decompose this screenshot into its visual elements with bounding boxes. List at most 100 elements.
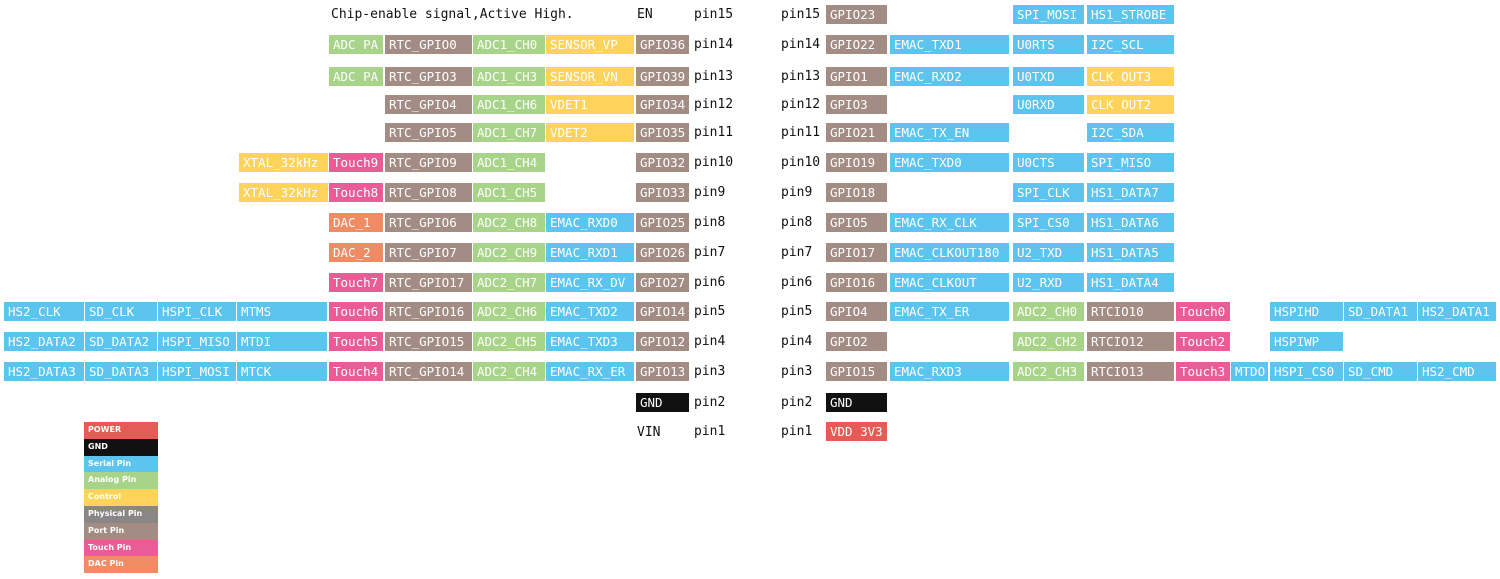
right-pin-number: pin5 bbox=[781, 304, 813, 319]
left-pin-number: pin8 bbox=[694, 215, 726, 230]
right-pin-number: pin15 bbox=[781, 7, 821, 22]
left-label-emac-txd3: EMAC_TXD3 bbox=[546, 332, 634, 351]
right-label-hs1-data4: HS1_DATA4 bbox=[1087, 273, 1174, 292]
left-label-sensor-vp: SENSOR_VP bbox=[546, 35, 634, 54]
left-label-gpio27: GPIO27 bbox=[636, 273, 689, 292]
right-label-gpio22: GPIO22 bbox=[826, 35, 887, 54]
left-label-adc1-ch7: ADC1_CH7 bbox=[473, 123, 545, 142]
left-label-rtc-gpio16: RTC_GPIO16 bbox=[385, 302, 472, 321]
left-label-hs2-clk: HS2_CLK bbox=[4, 302, 84, 321]
left-label-vdet2: VDET2 bbox=[546, 123, 634, 142]
left-pin-number: pin2 bbox=[694, 395, 726, 410]
left-label-rtc-gpio5: RTC_GPIO5 bbox=[385, 123, 472, 142]
right-label-i2c-scl: I2C_SCL bbox=[1087, 35, 1174, 54]
left-pin-number: pin1 bbox=[694, 424, 726, 439]
right-label-adc2-ch3: ADC2_CH3 bbox=[1013, 362, 1084, 381]
right-label-i2c-sda: I2C_SDA bbox=[1087, 123, 1174, 142]
right-label-spi-clk: SPI_CLK bbox=[1013, 183, 1084, 202]
left-label-rtc-gpio6: RTC_GPIO6 bbox=[385, 213, 472, 232]
right-pin-number: pin3 bbox=[781, 364, 813, 379]
right-label-gnd: GND bbox=[826, 393, 887, 412]
right-label-hspiwp: HSPIWP bbox=[1270, 332, 1343, 351]
right-label-gpio5: GPIO5 bbox=[826, 213, 887, 232]
right-label-emac-rx-clk: EMAC_RX_CLK bbox=[890, 213, 1009, 232]
right-label-rtcio12: RTCIO12 bbox=[1087, 332, 1174, 351]
legend-item-dac-pin: DAC Pin bbox=[84, 556, 158, 574]
right-pin-number: pin9 bbox=[781, 185, 813, 200]
left-label-gpio32: GPIO32 bbox=[636, 153, 689, 172]
right-label-clk-out3: CLK OUT3 bbox=[1087, 67, 1174, 86]
right-label-touch3: Touch3 bbox=[1176, 362, 1230, 381]
left-label-emac-rx-er: EMAC_RX_ER bbox=[546, 362, 634, 381]
left-label-hs2-data2: HS2_DATA2 bbox=[4, 332, 84, 351]
legend-item-gnd: GND bbox=[84, 438, 158, 456]
right-label-gpio1: GPIO1 bbox=[826, 67, 887, 86]
left-label-adc1-ch4: ADC1_CH4 bbox=[473, 153, 545, 172]
right-label-emac-rxd2: EMAC_RXD2 bbox=[890, 67, 1009, 86]
left-label-hs2-data3: HS2_DATA3 bbox=[4, 362, 84, 381]
right-label-sd-cmd: SD_CMD bbox=[1344, 362, 1417, 381]
left-label-hspi-clk: HSPI_CLK bbox=[158, 302, 236, 321]
right-label-u2-rxd: U2_RXD bbox=[1013, 273, 1084, 292]
left-pin-number: pin11 bbox=[694, 125, 734, 140]
left-label-gpio33: GPIO33 bbox=[636, 183, 689, 202]
right-label-hspi-cs0: HSPI_CS0 bbox=[1270, 362, 1343, 381]
left-label-rtc-gpio9: RTC_GPIO9 bbox=[385, 153, 472, 172]
left-label-vdet1: VDET1 bbox=[546, 95, 634, 114]
left-pin-number: pin12 bbox=[694, 97, 734, 112]
right-label-gpio16: GPIO16 bbox=[826, 273, 887, 292]
legend-item-port-pin: Port Pin bbox=[84, 522, 158, 540]
left-label-dac-1: DAC_1 bbox=[329, 213, 383, 232]
right-label-gpio3: GPIO3 bbox=[826, 95, 887, 114]
left-label-adc2-ch8: ADC2_CH8 bbox=[473, 213, 545, 232]
left-label-gpio34: GPIO34 bbox=[636, 95, 689, 114]
right-label-emac-rxd3: EMAC_RXD3 bbox=[890, 362, 1009, 381]
legend-item-analog-pin: Analog Pin bbox=[84, 472, 158, 490]
left-pin-number: pin6 bbox=[694, 275, 726, 290]
left-label-sd-clk: SD_CLK bbox=[85, 302, 157, 321]
right-label-emac-clkout180: EMAC_CLKOUT180 bbox=[890, 243, 1009, 262]
right-label-adc2-ch0: ADC2_CH0 bbox=[1013, 302, 1084, 321]
right-label-u0rts: U0RTS bbox=[1013, 35, 1084, 54]
left-label-rtc-gpio14: RTC_GPIO14 bbox=[385, 362, 472, 381]
left-pin-number: pin15 bbox=[694, 7, 734, 22]
right-label-hs2-data1: HS2_DATA1 bbox=[1418, 302, 1496, 321]
right-label-gpio15: GPIO15 bbox=[826, 362, 887, 381]
left-label-rtc-gpio3: RTC_GPIO3 bbox=[385, 67, 472, 86]
en-label: EN bbox=[637, 7, 653, 22]
right-label-hs1-data5: HS1_DATA5 bbox=[1087, 243, 1174, 262]
right-label-spi-miso: SPI_MISO bbox=[1087, 153, 1174, 172]
right-pin-number: pin11 bbox=[781, 125, 821, 140]
left-label-sd-data3: SD_DATA3 bbox=[85, 362, 157, 381]
left-label-rtc-gpio0: RTC_GPIO0 bbox=[385, 35, 472, 54]
right-label-gpio23: GPIO23 bbox=[826, 5, 887, 24]
right-label-clk-out2: CLK OUT2 bbox=[1087, 95, 1174, 114]
left-label-touch4: Touch4 bbox=[329, 362, 383, 381]
left-label-xtal-32khz: XTAL_32kHz bbox=[239, 153, 328, 172]
left-label-adc2-ch6: ADC2_CH6 bbox=[473, 302, 545, 321]
right-pin-number: pin8 bbox=[781, 215, 813, 230]
right-label-rtcio10: RTCIO10 bbox=[1087, 302, 1174, 321]
right-label-gpio4: GPIO4 bbox=[826, 302, 887, 321]
left-label-touch6: Touch6 bbox=[329, 302, 383, 321]
left-pin-number: pin3 bbox=[694, 364, 726, 379]
left-pin-number: pin14 bbox=[694, 37, 734, 52]
right-label-sd-data1: SD_DATA1 bbox=[1344, 302, 1417, 321]
right-label-u0rxd: U0RXD bbox=[1013, 95, 1084, 114]
left-label-sensor-vn: SENSOR_VN bbox=[546, 67, 634, 86]
right-pin-number: pin1 bbox=[781, 424, 813, 439]
right-label-touch0: Touch0 bbox=[1176, 302, 1230, 321]
left-label-gpio25: GPIO25 bbox=[636, 213, 689, 232]
right-pin-number: pin6 bbox=[781, 275, 813, 290]
left-label-adc1-ch6: ADC1_CH6 bbox=[473, 95, 545, 114]
left-label-gpio35: GPIO35 bbox=[636, 123, 689, 142]
left-label-emac-rxd0: EMAC_RXD0 bbox=[546, 213, 634, 232]
right-label-hs2-cmd: HS2_CMD bbox=[1418, 362, 1496, 381]
left-label-adc1-ch0: ADC1_CH0 bbox=[473, 35, 545, 54]
right-label-rtcio13: RTCIO13 bbox=[1087, 362, 1174, 381]
left-label-touch9: Touch9 bbox=[329, 153, 383, 172]
left-label-adc1-ch5: ADC1_CH5 bbox=[473, 183, 545, 202]
left-label-hspi-miso: HSPI_MISO bbox=[158, 332, 236, 351]
right-label-gpio21: GPIO21 bbox=[826, 123, 887, 142]
right-label-touch2: Touch2 bbox=[1176, 332, 1230, 351]
